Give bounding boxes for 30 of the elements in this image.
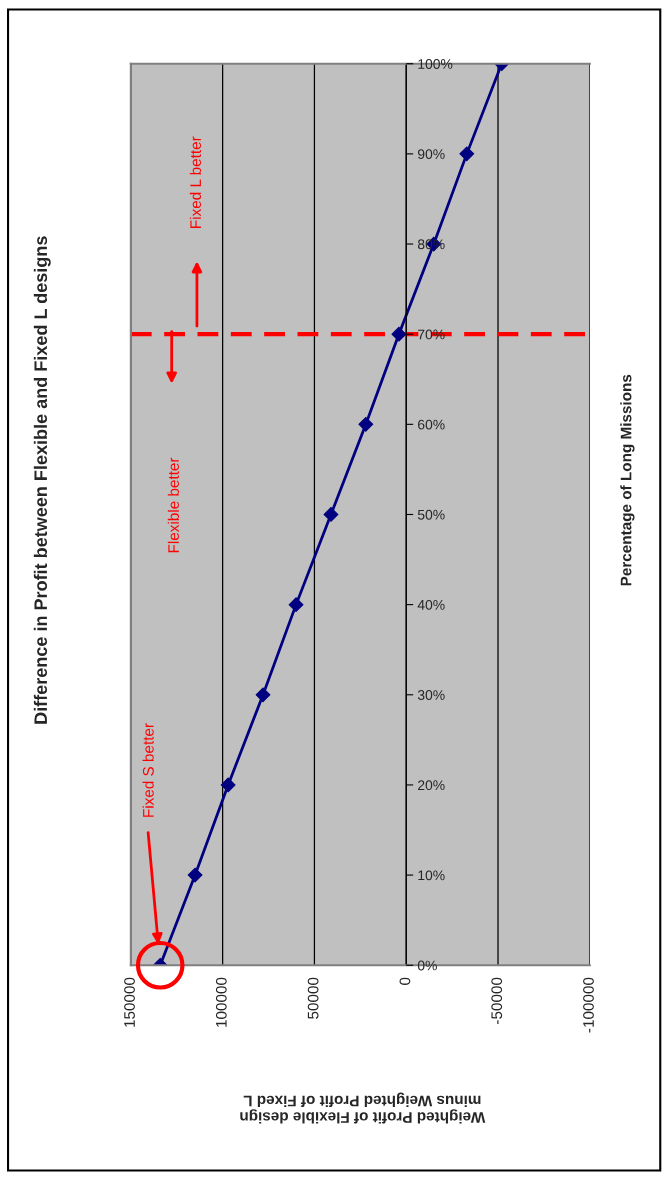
y-tick-label: 90% [417, 149, 445, 160]
y-tick-label: 40% [417, 599, 445, 610]
y-tick-label: 20% [418, 780, 445, 791]
x-tick-label: -50000 [491, 977, 503, 1024]
y-tick-label: 60% [418, 419, 445, 430]
x-tick-label: 150000 [124, 977, 135, 1027]
text: Difference in Profit between Flexible and Fixed L designs [33, 236, 51, 724]
point [358, 416, 374, 432]
point [459, 146, 475, 162]
point [187, 867, 203, 883]
x-tick-label: 100000 [215, 977, 227, 1027]
annotation: Fixed S better [142, 723, 154, 817]
point [255, 687, 271, 703]
y-axis-title: Percentage of Long Missions [620, 374, 635, 586]
point [288, 597, 304, 613]
y-tick-label: 50% [417, 509, 445, 520]
y-tick-label: 100% [418, 59, 453, 69]
x-tick-label: 50000 [307, 977, 319, 1019]
point [323, 507, 339, 522]
annotation: Flexible better [167, 457, 180, 553]
annotation: Fixed L better [189, 136, 202, 228]
x-axis-title: Weighted Profit of Flexible design minus Weighted Profit of Fixed L [240, 1092, 486, 1124]
x-tick-label: 0 [399, 977, 411, 985]
y-tick-label: 0% [417, 960, 437, 971]
x-tick-label: -100000 [583, 977, 594, 1033]
point [220, 777, 236, 793]
y-tick-label: 70% [418, 329, 445, 340]
point [391, 326, 407, 342]
y-tick-label: 30% [417, 690, 445, 700]
y-tick-label: 10% [418, 870, 445, 881]
